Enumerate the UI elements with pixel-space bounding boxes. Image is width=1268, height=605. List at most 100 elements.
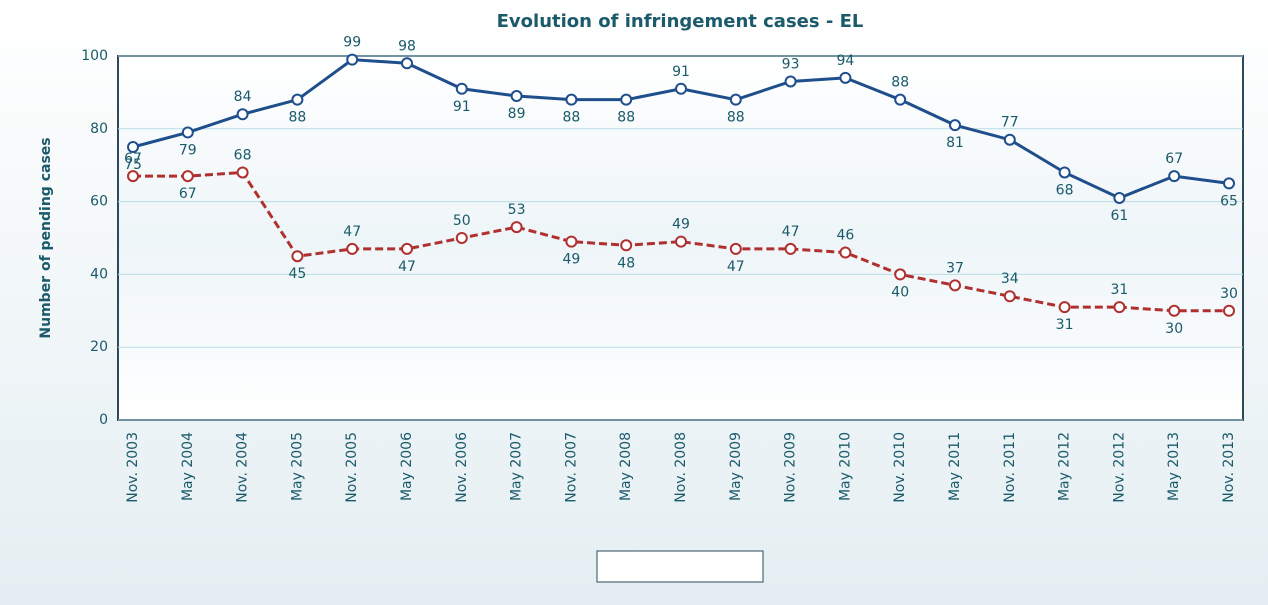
marker	[784, 75, 797, 88]
data-label: 91	[672, 64, 690, 80]
x-tick-label: Nov. 2009	[783, 432, 799, 503]
marker	[291, 93, 304, 106]
marker	[620, 93, 633, 106]
x-tick-label: May 2004	[180, 432, 196, 501]
x-tick-label: Nov. 2004	[235, 432, 251, 503]
data-label: 67	[124, 151, 142, 167]
x-tick-label: Nov. 2006	[454, 432, 470, 503]
line	[133, 170, 1229, 313]
y-tick-label: 40	[90, 266, 108, 282]
marker	[291, 250, 304, 263]
data-label: 77	[1001, 115, 1019, 131]
data-label: 49	[672, 217, 690, 233]
marker	[1223, 304, 1235, 317]
marker	[1223, 177, 1235, 190]
x-tick-label: Nov. 2010	[892, 432, 908, 503]
marker	[510, 221, 523, 234]
marker	[565, 93, 578, 106]
data-label: 49	[562, 252, 580, 268]
x-tick-label: May 2005	[289, 432, 305, 501]
data-label: 88	[891, 75, 909, 91]
data-label: 79	[179, 142, 197, 158]
data-label: 45	[288, 266, 306, 282]
marker	[949, 279, 961, 292]
data-label: 88	[727, 110, 745, 126]
marker	[236, 166, 249, 179]
data-label: 75	[124, 157, 142, 173]
marker	[127, 141, 139, 153]
data-label: 61	[1110, 208, 1128, 224]
marker	[127, 170, 139, 183]
marker	[729, 93, 742, 106]
marker	[1058, 166, 1071, 179]
marker	[1168, 304, 1181, 317]
data-label: 47	[343, 224, 361, 240]
data-label: 46	[836, 228, 854, 244]
marker	[1003, 290, 1016, 303]
marker	[620, 239, 633, 252]
x-tick-label: Nov. 2005	[344, 432, 360, 503]
y-tick-label: 100	[81, 48, 108, 64]
marker	[839, 71, 852, 84]
y-tick-label: 60	[90, 194, 108, 210]
data-label: 91	[453, 99, 471, 115]
data-label: 84	[234, 89, 252, 105]
data-label: 88	[288, 110, 306, 126]
x-tick-label: Nov. 2012	[1111, 432, 1127, 503]
x-tick-label: Nov. 2008	[673, 432, 689, 503]
marker	[1113, 301, 1126, 314]
legend	[596, 550, 764, 583]
data-label: 94	[836, 53, 854, 69]
data-label: 67	[179, 186, 197, 202]
x-tick-label: May 2013	[1166, 432, 1182, 501]
marker	[784, 242, 797, 255]
x-tick-label: May 2012	[1057, 432, 1073, 501]
marker	[949, 119, 961, 132]
data-label: 47	[782, 224, 800, 240]
marker	[455, 232, 468, 244]
data-label: 31	[1056, 317, 1074, 333]
marker	[839, 246, 852, 259]
data-label: 99	[343, 35, 361, 51]
data-label: 81	[946, 135, 964, 151]
data-label: 67	[1165, 151, 1183, 167]
x-tick-label: Nov. 2013	[1221, 432, 1237, 503]
marker	[181, 170, 194, 183]
y-tick-label: 80	[90, 121, 108, 137]
marker	[565, 235, 578, 248]
y-tick-label: 20	[90, 339, 108, 355]
chart-title: Evolution of infringement cases - EL	[497, 11, 864, 32]
x-tick-label: Nov. 2007	[563, 432, 579, 503]
x-tick-label: May 2009	[728, 432, 744, 501]
data-label: 31	[1110, 282, 1128, 298]
x-tick-label: May 2006	[399, 432, 415, 501]
y-axis-label: Number of pending cases	[38, 137, 54, 338]
x-tick-label: May 2007	[509, 432, 525, 501]
x-tick-label: May 2011	[947, 432, 963, 501]
data-label: 50	[453, 213, 471, 229]
data-label: 30	[1165, 321, 1183, 337]
data-label: 53	[508, 202, 526, 218]
marker	[729, 242, 742, 255]
marker	[181, 126, 194, 139]
marker	[455, 82, 468, 95]
marker	[1113, 191, 1126, 204]
data-label: 37	[946, 260, 964, 276]
marker	[675, 82, 687, 95]
data-label: 47	[727, 259, 745, 275]
x-tick-label: Nov. 2011	[1002, 432, 1018, 503]
data-label: 30	[1220, 286, 1238, 302]
y-tick-label: 0	[99, 412, 108, 428]
data-label: 88	[617, 110, 635, 126]
data-label: 93	[782, 56, 800, 72]
x-tick-label: May 2010	[837, 432, 853, 501]
data-label: 98	[398, 38, 416, 54]
marker	[510, 90, 523, 103]
marker	[1058, 301, 1071, 314]
data-label: 40	[891, 284, 909, 300]
data-label: 48	[617, 255, 635, 271]
x-tick-label: May 2008	[618, 432, 634, 501]
data-label: 34	[1001, 271, 1019, 287]
data-label: 68	[234, 147, 252, 163]
marker	[894, 93, 907, 106]
